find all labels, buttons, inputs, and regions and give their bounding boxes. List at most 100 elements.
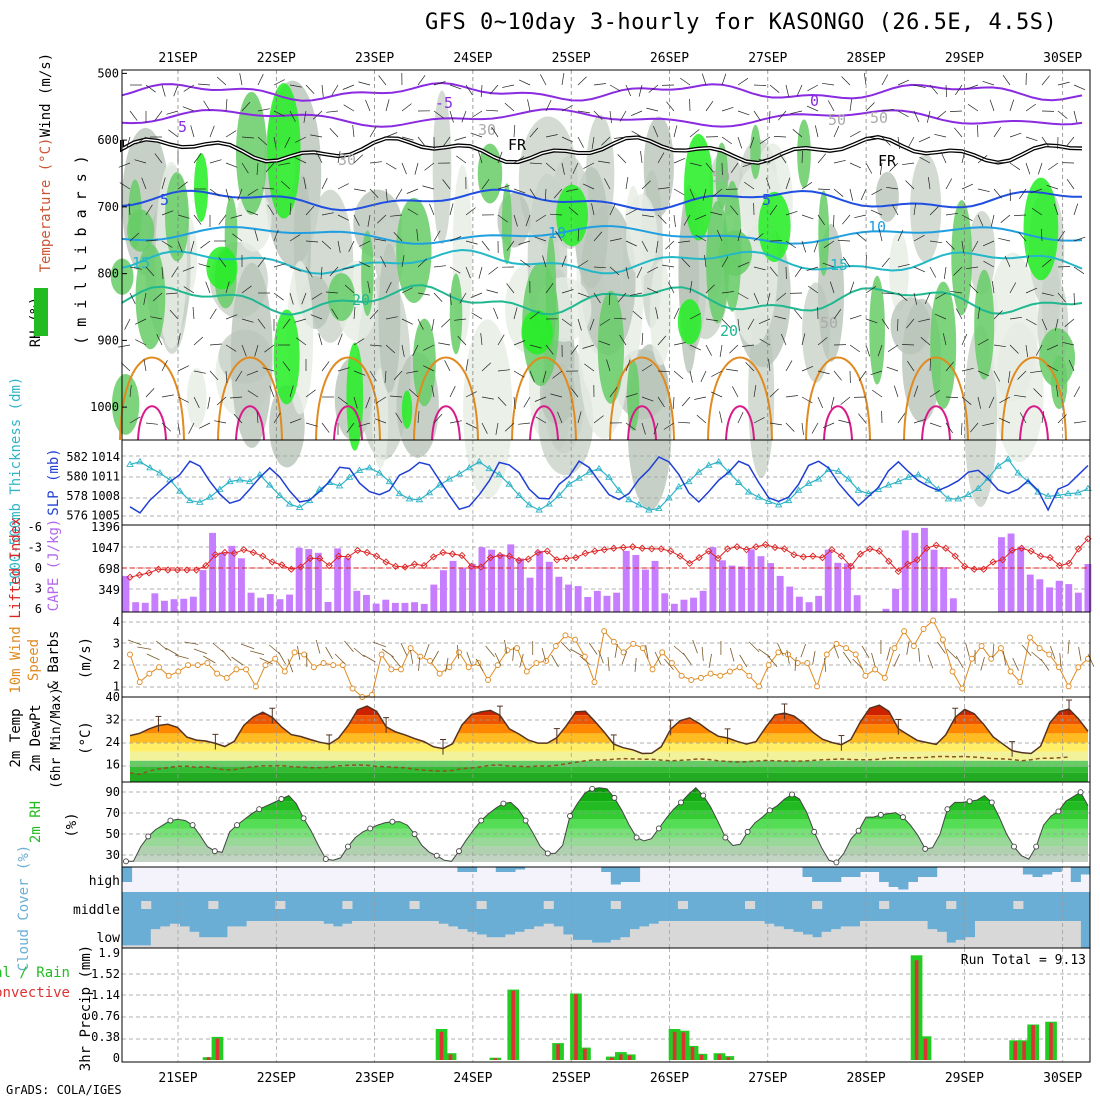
temp-contour-15 bbox=[121, 248, 1083, 275]
wind-barb bbox=[529, 162, 543, 165]
legend-convective: Convective bbox=[0, 985, 70, 1001]
wind-barb bbox=[1041, 292, 1054, 297]
cloud-low-gap bbox=[917, 921, 928, 948]
temp-contour-10 bbox=[121, 225, 1083, 245]
wind-barb bbox=[1004, 255, 1011, 268]
thickness-line-point bbox=[355, 466, 364, 473]
wind-axis-label: 10m Wind bbox=[8, 626, 24, 693]
thickness-line bbox=[129, 458, 1089, 511]
top-day-label: 29SEP bbox=[945, 51, 984, 66]
thickness-line-point bbox=[485, 464, 494, 472]
wind-speed-line-point bbox=[465, 664, 472, 671]
wind-tick-label: 4 bbox=[113, 615, 120, 629]
bottom-day-label: 29SEP bbox=[945, 1071, 984, 1086]
wind-barb bbox=[200, 240, 211, 249]
wind-speed-line-point bbox=[978, 643, 985, 649]
cape-bar bbox=[747, 549, 755, 612]
wind-speed-line-point bbox=[175, 668, 182, 675]
wind-barb-10m bbox=[794, 656, 797, 671]
thickness-line-point bbox=[615, 486, 623, 493]
rh-band bbox=[126, 792, 1088, 802]
cloud-middle-gap bbox=[745, 901, 756, 909]
wind-barb bbox=[732, 386, 739, 398]
cape-bar bbox=[363, 595, 370, 612]
wind-barb bbox=[1009, 316, 1022, 320]
thickness-line-point bbox=[235, 476, 244, 483]
wind-barb bbox=[246, 370, 259, 376]
wind-barb bbox=[817, 396, 824, 409]
wind-barb bbox=[348, 240, 355, 252]
cloud-high-bar bbox=[1051, 867, 1062, 872]
wind-speed-line-point bbox=[417, 653, 424, 660]
precip-convective-bar bbox=[923, 1038, 928, 1060]
wind-barb bbox=[1047, 364, 1059, 372]
wind-barb bbox=[561, 73, 565, 86]
wind-speed-line-point bbox=[881, 674, 888, 681]
thickness-line-point bbox=[974, 484, 983, 491]
cloud-low-gap bbox=[352, 921, 363, 948]
cloud-low-gap bbox=[409, 921, 420, 948]
precip-axis-label: 3hr Precip (mm) bbox=[78, 945, 94, 1071]
thickness-line-point bbox=[1034, 488, 1042, 495]
wind-barb bbox=[673, 307, 680, 320]
wind-barb bbox=[241, 101, 251, 112]
ylabel-wind: Wind (m/s) bbox=[38, 53, 54, 137]
wind-barb bbox=[267, 204, 275, 216]
lifted-index-line-point bbox=[714, 554, 722, 562]
wind-barb bbox=[1014, 394, 1027, 398]
wind-barb bbox=[168, 129, 179, 138]
wind-barb bbox=[934, 133, 947, 138]
wind-barb bbox=[881, 136, 891, 146]
wind-barb bbox=[678, 240, 691, 243]
thickness-line-point bbox=[635, 501, 643, 508]
wind-barb bbox=[289, 266, 302, 272]
wind-barb bbox=[118, 344, 131, 348]
cloud-low-gap bbox=[160, 926, 171, 948]
wind-barb bbox=[312, 110, 323, 120]
wind-barb-10m bbox=[906, 640, 910, 655]
wind-barb bbox=[860, 188, 867, 201]
wind-barb bbox=[833, 159, 846, 164]
lifted-index-line-point bbox=[1027, 547, 1035, 555]
wind-barb bbox=[550, 393, 563, 398]
cape-bar bbox=[882, 608, 890, 612]
cloud-low-gap bbox=[237, 926, 248, 948]
wind-speed-line-point bbox=[165, 672, 172, 679]
wind-barb bbox=[513, 370, 525, 378]
wind-barb bbox=[257, 74, 264, 86]
wind-barb bbox=[879, 162, 883, 175]
cloud-low-gap bbox=[256, 921, 267, 948]
rh-shade-green bbox=[750, 124, 761, 180]
wind-speed-line-point bbox=[678, 672, 685, 679]
thickness-line-point bbox=[1064, 489, 1072, 497]
wind-barb-10m bbox=[424, 643, 430, 658]
wind-barb bbox=[577, 260, 589, 268]
rh-shade-green bbox=[1023, 177, 1059, 281]
wind-barb bbox=[161, 240, 173, 248]
cloud-high-bar bbox=[821, 867, 832, 882]
wind-barb bbox=[966, 266, 979, 270]
precip-convective-bar bbox=[574, 994, 578, 1060]
lifted-index-line-point bbox=[496, 551, 504, 560]
wind-barb bbox=[913, 84, 926, 89]
rh-point bbox=[922, 845, 929, 852]
wind-barb-10m bbox=[1059, 652, 1062, 667]
wind-barb bbox=[856, 233, 867, 242]
wind-barb bbox=[780, 333, 787, 346]
lifted-index-line-point bbox=[477, 563, 485, 571]
wind-barb bbox=[561, 289, 574, 294]
wind-barb bbox=[794, 266, 803, 278]
wind-barb bbox=[429, 203, 435, 216]
wind-barb bbox=[449, 84, 462, 90]
wind-barb-10m bbox=[614, 643, 618, 658]
contour-label: -5 bbox=[435, 94, 453, 112]
wind-barb bbox=[1057, 266, 1071, 268]
wind-barb bbox=[737, 136, 743, 149]
thickness-line-point bbox=[754, 493, 763, 500]
cloud-low-gap bbox=[668, 921, 679, 948]
wind-barb bbox=[273, 263, 286, 268]
wind-barb bbox=[609, 266, 620, 276]
wind-barb bbox=[535, 416, 547, 424]
wind-barb bbox=[1041, 75, 1050, 86]
temp-contour-25 bbox=[1001, 356, 1067, 441]
